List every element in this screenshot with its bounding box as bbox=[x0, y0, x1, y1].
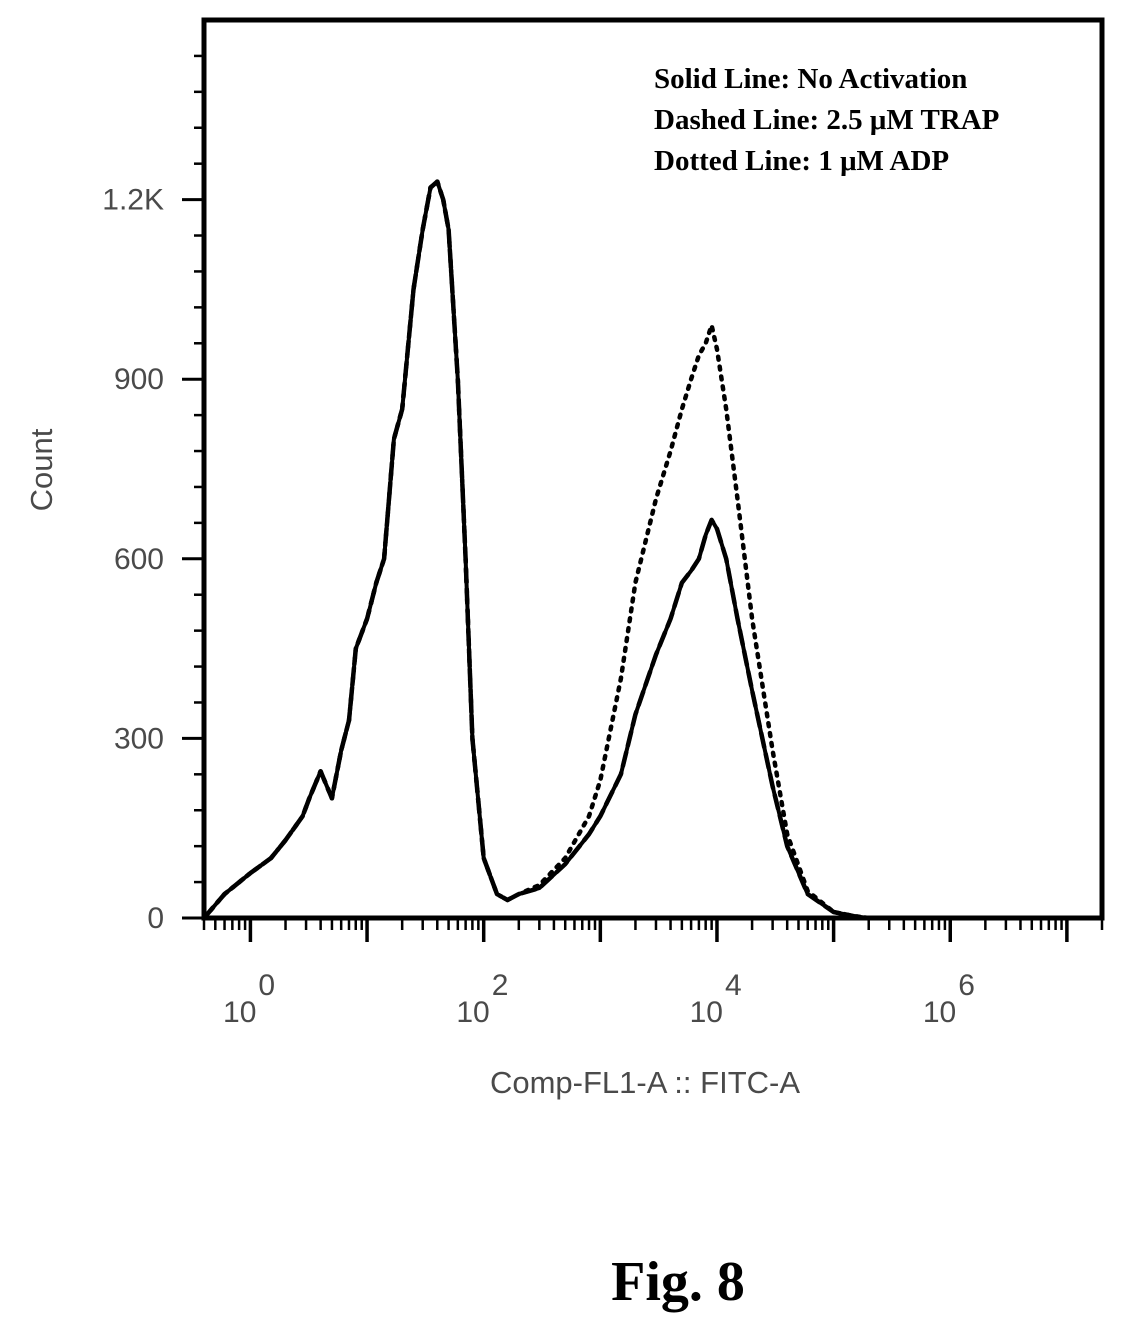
series-layer bbox=[201, 179, 1105, 921]
y-axis-title: Count bbox=[24, 428, 59, 511]
legend-entry-dashed: Dashed Line: 2.5 μM TRAP bbox=[654, 104, 999, 136]
figure-caption: Fig. 8 bbox=[611, 1251, 745, 1313]
plot-frame bbox=[201, 17, 1105, 921]
x-tick-label: 10 bbox=[456, 996, 489, 1029]
legend-entry-dotted: Dotted Line: 1 μM ADP bbox=[654, 145, 949, 177]
x-tick-exponent: 0 bbox=[258, 969, 275, 1002]
series-line-dashed bbox=[201, 179, 1105, 921]
x-tick-exponent: 6 bbox=[958, 969, 975, 1002]
x-tick-label: 10 bbox=[923, 996, 956, 1029]
y-tick-label: 1.2K bbox=[102, 184, 164, 217]
y-tick-label: 300 bbox=[114, 722, 164, 755]
series-line-dotted bbox=[201, 179, 1105, 921]
y-tick-label: 600 bbox=[114, 543, 164, 576]
x-axis-title: Comp-FL1-A :: FITC-A bbox=[490, 1065, 800, 1100]
x-tick-label: 10 bbox=[690, 996, 723, 1029]
y-tick-label: 900 bbox=[114, 363, 164, 396]
x-tick-exponent: 2 bbox=[492, 969, 509, 1002]
series-line-solid bbox=[202, 179, 1104, 920]
x-tick-exponent: 4 bbox=[725, 969, 742, 1002]
y-axis-ticks: 0 300 600 900 1.2K bbox=[102, 54, 204, 935]
legend: Solid Line: No Activation Dashed Line: 2… bbox=[654, 63, 999, 177]
y-tick-label: 0 bbox=[147, 902, 164, 935]
legend-entry-solid: Solid Line: No Activation bbox=[654, 63, 967, 95]
x-tick-label: 10 bbox=[223, 996, 256, 1029]
